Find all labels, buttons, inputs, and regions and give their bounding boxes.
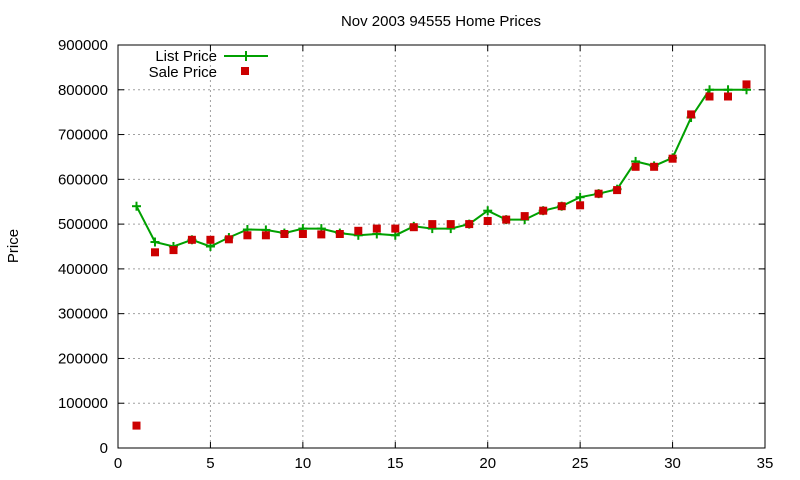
sale-price-point <box>705 92 714 101</box>
y-tick-label: 800000 <box>58 82 108 99</box>
legend-marker-list-price <box>241 51 251 61</box>
x-tick-label: 5 <box>206 455 214 472</box>
x-tick-label: 10 <box>295 455 312 472</box>
x-tick-label: 25 <box>572 455 589 472</box>
sale-price-point <box>298 230 307 238</box>
sale-price-point <box>243 231 252 240</box>
sale-price-point <box>224 235 233 244</box>
x-tick-label: 0 <box>114 455 122 472</box>
series-line-list-price <box>135 88 747 248</box>
sale-price-point <box>539 206 548 215</box>
legend-label-sale-price: Sale Price <box>149 64 217 81</box>
y-tick-label: 700000 <box>58 127 108 144</box>
list-price-point <box>575 192 585 202</box>
sale-price-point <box>465 220 474 229</box>
sale-price-point <box>187 235 196 244</box>
sale-price-point <box>594 189 603 198</box>
sale-price-point <box>724 92 732 101</box>
sale-price-point <box>169 246 178 255</box>
sale-price-point <box>354 226 363 235</box>
y-tick-label: 0 <box>100 440 108 457</box>
y-tick-label: 500000 <box>58 216 108 233</box>
sale-price-point <box>631 162 640 171</box>
y-tick-label: 100000 <box>58 395 108 412</box>
y-tick-label: 200000 <box>58 350 108 367</box>
y-tick-label: 300000 <box>58 306 108 323</box>
sale-price-point <box>261 231 270 240</box>
chart-title: Nov 2003 94555 Home Prices <box>341 13 541 30</box>
sale-price-point <box>335 230 344 238</box>
sale-price-point <box>428 220 437 229</box>
legend-label-list-price: List Price <box>155 48 217 65</box>
sale-price-point <box>206 235 215 244</box>
x-tick-label: 30 <box>664 455 681 472</box>
list-price-point <box>150 237 160 247</box>
sale-price-point <box>687 110 696 119</box>
legend: List Price Sale Price <box>149 48 268 81</box>
y-tick-label: 900000 <box>58 37 108 54</box>
plot-frame <box>117 44 766 449</box>
list-price-point <box>483 206 493 216</box>
sale-price-point <box>446 220 455 229</box>
sale-price-point <box>742 80 751 89</box>
series-layer <box>131 80 752 430</box>
y-axis-label: Price <box>5 229 22 263</box>
sale-price-point <box>483 217 492 225</box>
sale-price-point <box>317 230 326 239</box>
grid <box>118 45 765 448</box>
axis-ticks: 0 5 10 15 20 25 30 35 0 100000 200000 300000 400000 5… <box>58 37 773 472</box>
sale-price-point <box>151 248 159 257</box>
y-tick-label: 600000 <box>58 171 108 188</box>
sale-price-point <box>502 215 511 224</box>
y-tick-label: 400000 <box>58 261 108 278</box>
x-tick-label: 15 <box>387 455 404 472</box>
list-price-point <box>131 201 141 211</box>
sale-price-point <box>280 230 289 238</box>
sale-price-point <box>409 223 418 232</box>
legend-marker-sale-price <box>241 67 249 75</box>
sale-price-point <box>613 186 622 195</box>
x-tick-label: 35 <box>757 455 774 472</box>
sale-price-point <box>372 224 381 233</box>
sale-price-point <box>650 162 659 171</box>
x-tick-label: 20 <box>479 455 496 472</box>
sale-price-point <box>132 421 141 430</box>
sale-price-point <box>557 202 566 211</box>
sale-price-point <box>520 212 529 221</box>
sale-price-point <box>391 224 400 233</box>
sale-price-point <box>576 201 585 210</box>
sale-price-point <box>668 154 677 163</box>
